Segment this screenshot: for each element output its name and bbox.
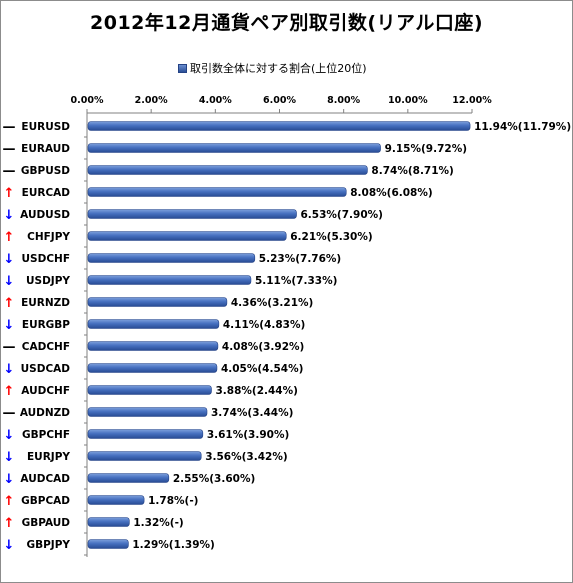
- data-label-usdchf: 5.23%(7.76%): [259, 253, 341, 265]
- category-label-audchf: AUDCHF: [21, 385, 70, 397]
- bar-layer: [87, 121, 471, 549]
- bar-audchf: [87, 385, 212, 395]
- bar-gbpchf: [87, 429, 204, 439]
- data-label-eurusd: 11.94%(11.79%): [474, 121, 571, 133]
- trend-up-icon: ↑: [4, 516, 15, 531]
- trend-flat-icon: —: [3, 164, 16, 179]
- data-label-gbpcad: 1.78%(-): [148, 495, 198, 507]
- bar-eurgbp: [87, 319, 220, 329]
- legend-swatch: [178, 63, 187, 73]
- trend-up-icon: ↑: [4, 186, 15, 201]
- category-label-gbpaud: GBPAUD: [22, 517, 71, 529]
- trend-flat-icon: —: [3, 142, 16, 157]
- bar-eurjpy: [87, 451, 202, 461]
- bar-gbpcad: [87, 495, 145, 505]
- trend-down-icon: ↓: [4, 274, 15, 289]
- bar-audnzd: [87, 407, 208, 417]
- category-label-chfjpy: CHFJPY: [27, 231, 70, 243]
- bar-gbpusd: [87, 165, 368, 175]
- category-label-gbpusd: GBPUSD: [21, 165, 70, 177]
- data-label-audnzd: 3.74%(3.44%): [211, 407, 293, 419]
- axis-layer: 0.00% 2.00% 4.00% 6.00% 8.00% 10.00% 12.00%: [71, 95, 492, 557]
- trend-down-icon: ↓: [4, 538, 15, 553]
- data-label-audusd: 6.53%(7.90%): [301, 209, 383, 221]
- bar-usdcad: [87, 363, 218, 373]
- category-label-euraud: EURAUD: [21, 143, 70, 155]
- bar-eurnzd: [87, 297, 228, 307]
- bar-cadchf: [87, 341, 219, 351]
- chart-title: 2012年12月通貨ペア別取引数(リアル口座): [90, 12, 483, 34]
- trend-up-icon: ↑: [4, 296, 15, 311]
- trend-down-icon: ↓: [4, 318, 15, 333]
- data-label-usdcad: 4.05%(4.54%): [221, 363, 303, 375]
- category-label-audcad: AUDCAD: [20, 473, 70, 485]
- category-label-eurcad: EURCAD: [22, 187, 71, 199]
- trend-flat-icon: —: [3, 120, 16, 135]
- category-label-eurjpy: EURJPY: [27, 451, 70, 463]
- bar-usdjpy: [87, 275, 252, 285]
- data-label-gbpchf: 3.61%(3.90%): [207, 429, 289, 441]
- category-label-gbpjpy: GBPJPY: [26, 539, 70, 551]
- trend-down-icon: ↓: [4, 472, 15, 487]
- data-label-usdjpy: 5.11%(7.33%): [255, 275, 337, 287]
- category-label-eurusd: EURUSD: [21, 121, 70, 133]
- category-label-audusd: AUDUSD: [20, 209, 70, 221]
- trend-down-icon: ↓: [4, 208, 15, 223]
- bar-eurcad: [87, 187, 347, 197]
- category-label-usdcad: USDCAD: [21, 363, 71, 375]
- trend-flat-icon: —: [3, 340, 16, 355]
- x-tick-label: 6.00%: [263, 95, 296, 106]
- trend-up-icon: ↑: [4, 384, 15, 399]
- data-label-gbpusd: 8.74%(8.71%): [371, 165, 453, 177]
- label-layer: 11.94%(11.79%) EURUSD — 9.15%(9.72%) EURAUD —…: [3, 120, 572, 553]
- category-label-cadchf: CADCHF: [22, 341, 70, 353]
- category-label-usdjpy: USDJPY: [26, 275, 70, 287]
- trend-flat-icon: —: [3, 406, 16, 421]
- bar-chfjpy: [87, 231, 287, 241]
- bar-audusd: [87, 209, 297, 219]
- trend-up-icon: ↑: [4, 494, 15, 509]
- trend-down-icon: ↓: [4, 252, 15, 267]
- data-label-eurjpy: 3.56%(3.42%): [205, 451, 287, 463]
- category-label-gbpcad: GBPCAD: [21, 495, 70, 507]
- data-label-eurnzd: 4.36%(3.21%): [231, 297, 313, 309]
- trend-up-icon: ↑: [4, 230, 15, 245]
- category-label-usdchf: USDCHF: [22, 253, 70, 265]
- x-tick-label: 0.00%: [71, 95, 104, 106]
- trend-down-icon: ↓: [4, 450, 15, 465]
- data-label-gbpaud: 1.32%(-): [133, 517, 183, 529]
- legend: 取引数全体に対する割合(上位20位): [178, 60, 367, 76]
- category-label-eurgbp: EURGBP: [22, 319, 70, 331]
- bar-gbpaud: [87, 517, 130, 527]
- bar-audcad: [87, 473, 170, 483]
- bar-euraud: [87, 143, 381, 153]
- data-label-euraud: 9.15%(9.72%): [385, 143, 467, 155]
- data-label-audchf: 3.88%(2.44%): [215, 385, 297, 397]
- data-label-eurcad: 8.08%(6.08%): [350, 187, 432, 199]
- bar-gbpjpy: [87, 539, 129, 549]
- bar-usdchf: [87, 253, 256, 263]
- category-label-gbpchf: GBPCHF: [22, 429, 70, 441]
- category-label-audnzd: AUDNZD: [20, 407, 70, 419]
- data-label-eurgbp: 4.11%(4.83%): [223, 319, 305, 331]
- x-tick-label: 2.00%: [135, 95, 168, 106]
- legend-label: 取引数全体に対する割合(上位20位): [190, 62, 367, 75]
- x-tick-label: 12.00%: [452, 95, 492, 106]
- data-label-gbpjpy: 1.29%(1.39%): [132, 539, 214, 551]
- trend-down-icon: ↓: [4, 362, 15, 377]
- x-tick-label: 8.00%: [327, 95, 360, 106]
- bar-eurusd: [87, 121, 471, 131]
- x-tick-label: 4.00%: [199, 95, 232, 106]
- category-label-eurnzd: EURNZD: [21, 297, 70, 309]
- data-label-chfjpy: 6.21%(5.30%): [290, 231, 372, 243]
- data-label-cadchf: 4.08%(3.92%): [222, 341, 304, 353]
- trend-down-icon: ↓: [4, 428, 15, 443]
- data-label-audcad: 2.55%(3.60%): [173, 473, 255, 485]
- x-tick-label: 10.00%: [388, 95, 428, 106]
